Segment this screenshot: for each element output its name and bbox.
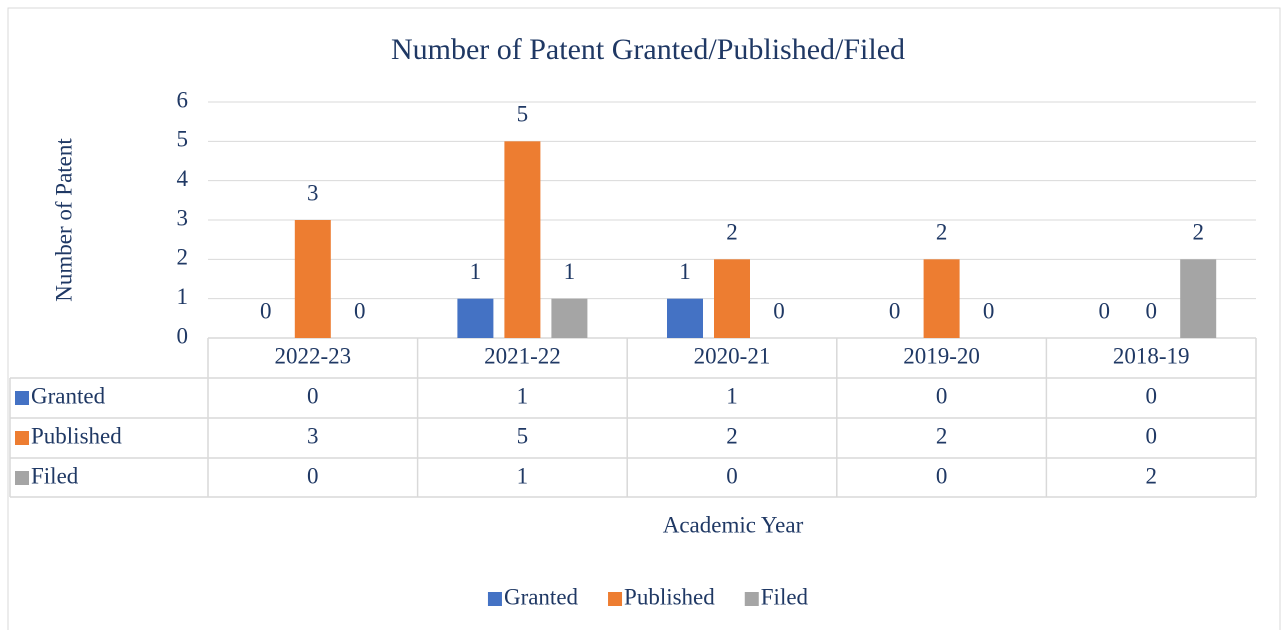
x-tick-label: 2021-22 bbox=[484, 343, 561, 368]
y-tick-label: 0 bbox=[177, 323, 189, 348]
table-cell: 0 bbox=[1145, 423, 1157, 448]
y-tick-label: 3 bbox=[177, 205, 189, 230]
y-tick-label: 4 bbox=[177, 166, 189, 191]
data-label: 0 bbox=[354, 298, 366, 323]
legend-key bbox=[608, 592, 623, 606]
x-tick-label: 2019-20 bbox=[903, 343, 980, 368]
data-label: 1 bbox=[470, 259, 482, 284]
table-cell: 0 bbox=[307, 463, 319, 488]
y-tick-label: 1 bbox=[177, 284, 189, 309]
chart-border bbox=[7, 7, 1281, 630]
table-legend-key bbox=[15, 391, 29, 405]
data-label: 2 bbox=[726, 220, 738, 245]
table-row-label: Published bbox=[31, 423, 122, 448]
table-legend-key bbox=[15, 471, 29, 485]
data-label: 0 bbox=[889, 298, 901, 323]
y-tick-label: 6 bbox=[177, 87, 189, 112]
bar bbox=[551, 298, 588, 338]
y-axis-title: Number of Patent bbox=[51, 138, 76, 302]
bar bbox=[457, 298, 494, 338]
table-cell: 1 bbox=[726, 383, 738, 408]
data-label: 1 bbox=[679, 259, 691, 284]
table-cell: 0 bbox=[726, 463, 738, 488]
table-cell: 2 bbox=[936, 423, 948, 448]
data-label: 0 bbox=[260, 298, 272, 323]
bar bbox=[667, 298, 703, 338]
data-label: 0 bbox=[1145, 298, 1157, 323]
y-tick-label: 2 bbox=[177, 245, 189, 270]
data-label: 0 bbox=[983, 298, 995, 323]
data-label: 2 bbox=[936, 220, 948, 245]
bar bbox=[714, 259, 750, 338]
legend-key bbox=[744, 592, 759, 606]
y-tick-label: 5 bbox=[177, 127, 189, 152]
table-cell: 0 bbox=[1145, 383, 1157, 408]
legend-label: Granted bbox=[504, 584, 579, 609]
bar bbox=[504, 141, 541, 338]
table-cell: 3 bbox=[307, 423, 319, 448]
table-row-label: Granted bbox=[31, 383, 106, 408]
bar bbox=[294, 220, 331, 338]
data-label: 0 bbox=[773, 298, 785, 323]
bar bbox=[923, 259, 960, 338]
data-label: 3 bbox=[307, 180, 319, 205]
table-cell: 0 bbox=[936, 383, 948, 408]
table-cell: 2 bbox=[726, 423, 738, 448]
chart-title: Number of Patent Granted/Published/Filed bbox=[391, 33, 905, 66]
x-tick-label: 2022-23 bbox=[274, 343, 351, 368]
x-axis-title: Academic Year bbox=[663, 512, 804, 537]
legend-label: Filed bbox=[761, 584, 809, 609]
table-cell: 1 bbox=[517, 383, 529, 408]
legend-key bbox=[487, 592, 502, 606]
table-cell: 2 bbox=[1145, 463, 1157, 488]
table-cell: 0 bbox=[936, 463, 948, 488]
data-label: 1 bbox=[564, 259, 576, 284]
table-legend-key bbox=[15, 431, 29, 445]
x-tick-label: 2018-19 bbox=[1113, 343, 1190, 368]
data-label: 2 bbox=[1192, 220, 1204, 245]
data-label: 0 bbox=[1098, 298, 1110, 323]
table-cell: 5 bbox=[517, 423, 529, 448]
table-cell: 1 bbox=[517, 463, 529, 488]
table-row-label: Filed bbox=[31, 463, 79, 488]
legend-label: Published bbox=[624, 584, 715, 609]
data-label: 5 bbox=[517, 102, 529, 127]
bar bbox=[1180, 259, 1217, 338]
table-cell: 0 bbox=[307, 383, 319, 408]
x-tick-label: 2020-21 bbox=[694, 343, 771, 368]
